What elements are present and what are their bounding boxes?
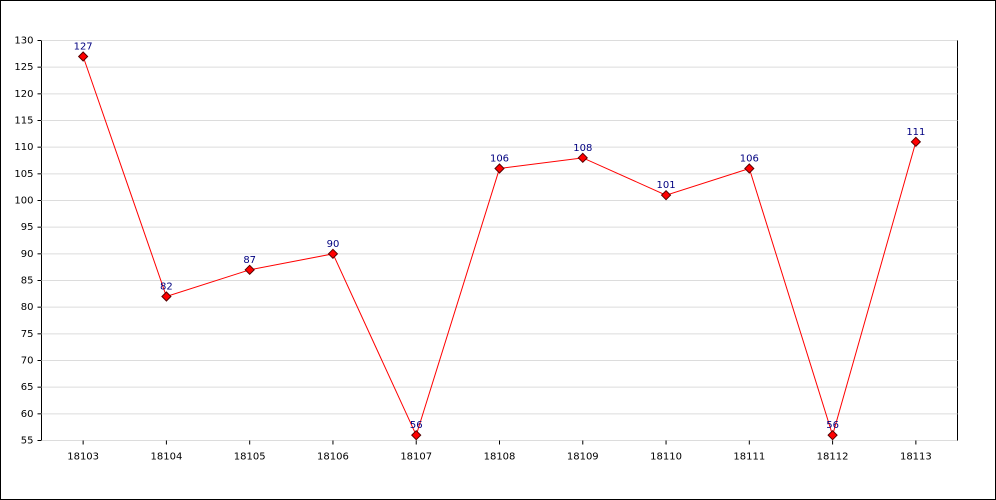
y-tick-label: 65 (21, 382, 34, 393)
data-point (244, 264, 255, 276)
data-label: 87 (243, 255, 256, 266)
data-label: 101 (656, 180, 675, 191)
data-point (327, 248, 339, 260)
y-tick-label: 125 (14, 62, 33, 73)
data-point (77, 51, 89, 62)
y-tick-label: 120 (14, 89, 33, 100)
y-tick-label: 80 (21, 302, 34, 313)
data-label: 108 (573, 143, 592, 154)
data-label: 90 (327, 239, 340, 250)
plot-area (41, 40, 958, 441)
data-label: 82 (160, 282, 173, 293)
x-tick-label: 18104 (151, 452, 183, 463)
x-tick-label: 18113 (900, 452, 932, 463)
data-point (577, 152, 588, 164)
data-label: 56 (410, 420, 423, 431)
data-point (161, 291, 172, 302)
x-tick-label: 18105 (234, 452, 266, 463)
x-tick-label: 18103 (67, 452, 99, 463)
y-tick-label: 100 (14, 196, 33, 207)
x-tick-label: 18106 (317, 452, 349, 463)
data-label: 127 (74, 42, 93, 53)
x-tick-label: 18107 (400, 452, 432, 463)
data-point (827, 429, 838, 441)
x-tick-label: 18111 (733, 452, 765, 463)
data-point (411, 429, 422, 441)
data-point (494, 163, 505, 174)
y-tick-label: 90 (21, 249, 34, 260)
x-tick-label: 18109 (567, 452, 599, 463)
y-tick-label: 105 (14, 169, 33, 180)
data-label: 106 (490, 154, 509, 165)
y-tick-label: 55 (21, 436, 34, 447)
x-tick-label: 18112 (817, 452, 849, 463)
y-tick-label: 95 (21, 222, 34, 233)
y-tick-label: 85 (21, 276, 34, 287)
y-tick-label: 130 (14, 36, 33, 47)
data-label: 106 (740, 154, 759, 165)
y-tick-label: 70 (21, 356, 34, 367)
y-tick-label: 110 (14, 142, 33, 153)
data-point (660, 189, 672, 201)
data-point (910, 136, 922, 148)
data-label: 56 (826, 420, 839, 431)
data-point (744, 163, 755, 174)
y-tick-label: 75 (21, 329, 34, 340)
x-tick-label: 18108 (484, 452, 516, 463)
data-label: 111 (906, 127, 925, 138)
y-tick-label: 60 (21, 409, 34, 420)
x-tick-label: 18110 (650, 452, 682, 463)
y-tick-label: 115 (14, 116, 33, 127)
